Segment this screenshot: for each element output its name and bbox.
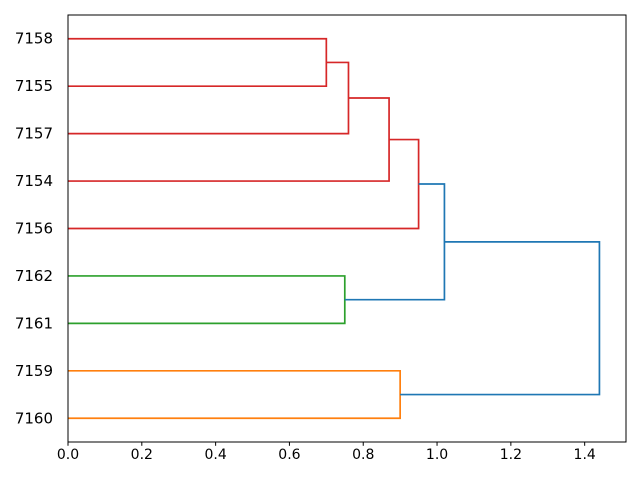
leaf-label: 7162 <box>15 267 53 285</box>
leaf-label: 7156 <box>15 220 53 238</box>
dendrogram-link <box>68 138 420 230</box>
dendrogram-link <box>344 183 446 301</box>
dendrogram-link <box>68 97 390 182</box>
plot-frame <box>67 14 627 443</box>
x-tick-label: 0.2 <box>131 447 153 463</box>
leaf-label: 7158 <box>15 30 53 48</box>
dendrogram-link <box>68 275 346 325</box>
dendrogram-link <box>400 240 601 396</box>
x-tick-label: 1.0 <box>426 447 448 463</box>
x-tick-label: 1.4 <box>574 447 596 463</box>
x-tick-label: 0.4 <box>204 447 226 463</box>
dendrogram-link <box>68 37 328 88</box>
dendrogram-link <box>68 369 401 420</box>
x-tick-label: 0.8 <box>352 447 374 463</box>
x-tick-label: 0.0 <box>57 447 79 463</box>
leaf-label: 7160 <box>15 409 53 427</box>
dendrogram-link <box>68 61 350 135</box>
x-tick-label: 1.2 <box>500 447 522 463</box>
x-tick-label: 0.6 <box>278 447 300 463</box>
leaf-label: 7159 <box>15 362 53 380</box>
leaf-label: 7155 <box>15 77 53 95</box>
leaf-label: 7161 <box>15 314 53 332</box>
leaf-label: 7157 <box>15 125 53 143</box>
leaf-label: 7154 <box>15 172 53 190</box>
